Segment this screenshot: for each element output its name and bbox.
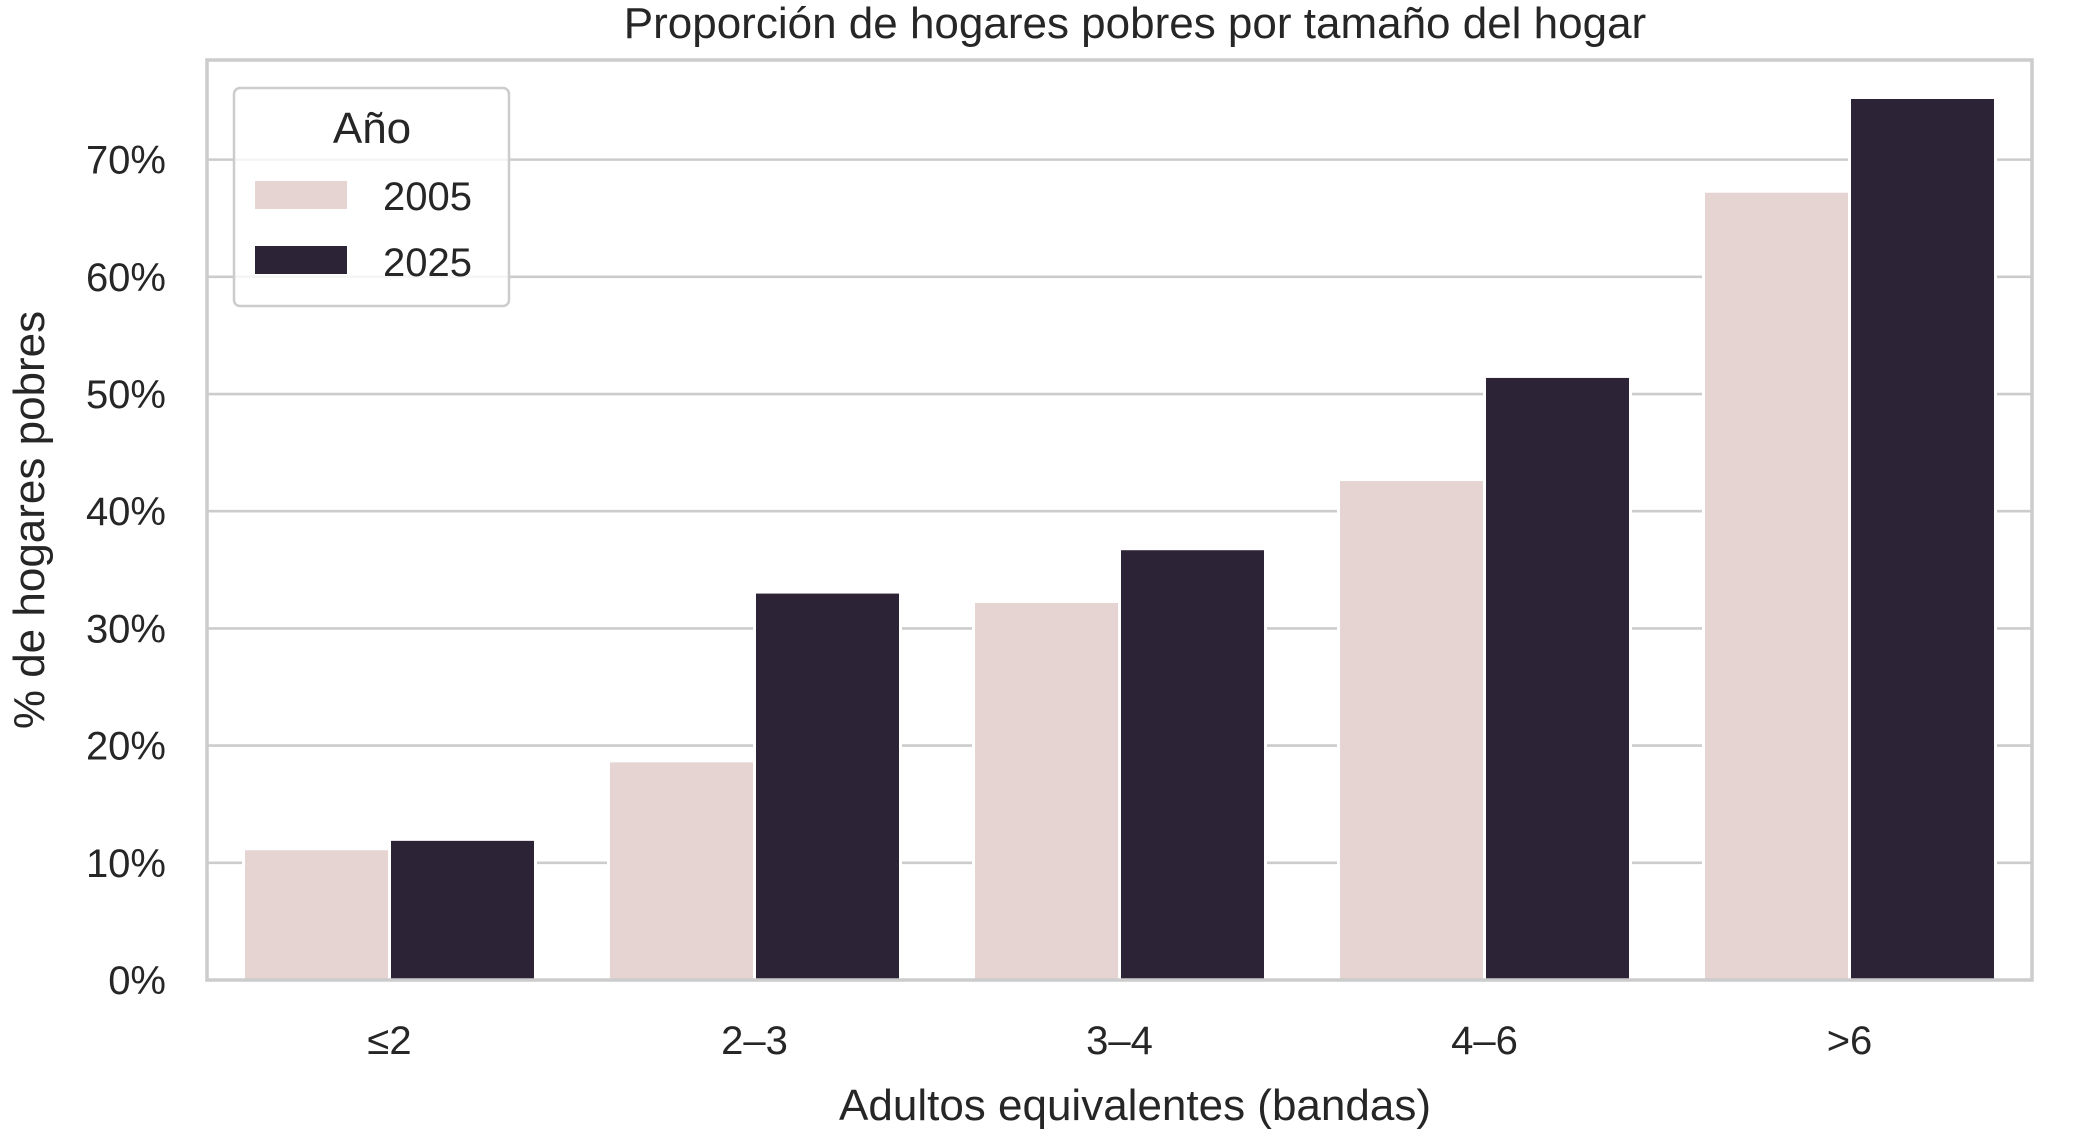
y-axis-ticks: 0% 10% 20% 30% 40% 50% 60% 70% <box>86 139 166 1003</box>
y-tick-label: 70% <box>86 139 166 183</box>
y-tick-label: 30% <box>86 607 166 651</box>
x-axis-label: Adultos equivalentes (bandas) <box>839 1081 1431 1130</box>
legend-swatch-2025 <box>255 246 347 274</box>
bar-2025-2 <box>753 590 902 982</box>
y-tick-label: 20% <box>86 725 166 769</box>
y-axis-label: % de hogares pobres <box>5 311 54 729</box>
bar-2005-2 <box>607 759 756 982</box>
bar-2025-3 <box>1118 547 1267 982</box>
x-tick-label: 3–4 <box>1086 1019 1153 1063</box>
x-tick-label: >6 <box>1827 1019 1873 1063</box>
legend-label-2005: 2005 <box>383 175 472 219</box>
x-tick-label: 4–6 <box>1451 1019 1518 1063</box>
bar-2005-5 <box>1702 189 1851 982</box>
bars <box>242 96 1997 982</box>
bar-2005-3 <box>972 599 1121 982</box>
legend-swatch-2005 <box>255 181 347 209</box>
y-tick-label: 60% <box>86 256 166 300</box>
plot-frame <box>205 58 2034 982</box>
x-tick-label: 2–3 <box>721 1019 788 1063</box>
bar-2025-4 <box>1483 374 1632 982</box>
bar-2005-4 <box>1337 478 1486 982</box>
y-tick-label: 50% <box>86 373 166 417</box>
bar-2025-5 <box>1848 96 1997 982</box>
x-axis-ticks: ≤2 2–3 3–4 4–6 >6 <box>367 1019 1872 1063</box>
legend: Año 2005 2025 <box>232 86 511 308</box>
bar-2025-1 <box>388 837 537 982</box>
chart-title: Proporción de hogares pobres por tamaño … <box>624 0 1646 48</box>
legend-title: Año <box>333 104 411 153</box>
y-tick-label: 10% <box>86 842 166 886</box>
y-tick-label: 0% <box>108 959 166 1003</box>
legend-label-2025: 2025 <box>383 241 472 285</box>
x-tick-label: ≤2 <box>367 1019 411 1063</box>
y-tick-label: 40% <box>86 490 166 534</box>
bar-2005-1 <box>242 847 391 982</box>
